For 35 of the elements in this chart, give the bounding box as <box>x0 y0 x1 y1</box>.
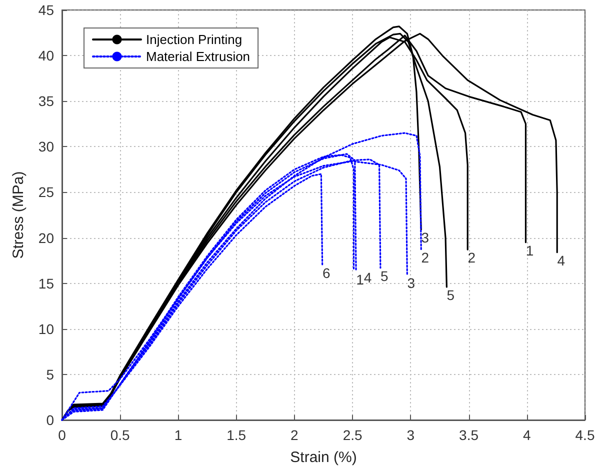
annotation: 1 <box>526 242 534 258</box>
x-tick-label: 0.5 <box>110 427 130 443</box>
x-axis-title: Strain (%) <box>290 449 357 466</box>
y-tick-label: 20 <box>38 230 54 246</box>
x-tick-label: 2 <box>290 427 299 443</box>
y-tick-label: 45 <box>38 2 54 18</box>
annotation: 4 <box>364 270 372 286</box>
annotation: 3 <box>421 230 430 246</box>
annotation: 6 <box>322 265 330 282</box>
y-tick-label: 35 <box>38 93 54 110</box>
y-tick-label: 10 <box>38 320 54 337</box>
y-tick-label: 15 <box>38 275 54 292</box>
y-tick-label: 25 <box>38 184 54 200</box>
y-tick-label: 5 <box>46 366 54 382</box>
legend-label: Material Extrusion <box>146 49 250 64</box>
x-tick-label: 1.5 <box>226 427 246 443</box>
y-tick-label: 30 <box>38 138 54 155</box>
x-tick-label: 0 <box>58 427 66 443</box>
annotation: 3 <box>407 275 416 292</box>
legend-label: Injection Printing <box>146 32 242 47</box>
x-tick-label: 4.5 <box>575 427 595 443</box>
y-axis-title: Stress (MPa) <box>10 171 27 259</box>
annotation: 5 <box>446 286 455 303</box>
annotation: 2 <box>421 250 430 266</box>
y-tick-label: 0 <box>46 412 54 428</box>
x-tick-label: 1 <box>174 427 182 443</box>
x-tick-label: 4 <box>522 427 531 443</box>
annotation: 5 <box>380 268 389 284</box>
annotation: 2 <box>468 250 476 266</box>
annotation: 4 <box>557 252 566 268</box>
annotation: 1 <box>356 271 364 288</box>
x-tick-label: 2.5 <box>342 427 362 443</box>
y-tick-label: 40 <box>38 48 54 64</box>
x-tick-label: 3 <box>406 427 415 443</box>
x-tick-label: 3.5 <box>459 427 479 443</box>
